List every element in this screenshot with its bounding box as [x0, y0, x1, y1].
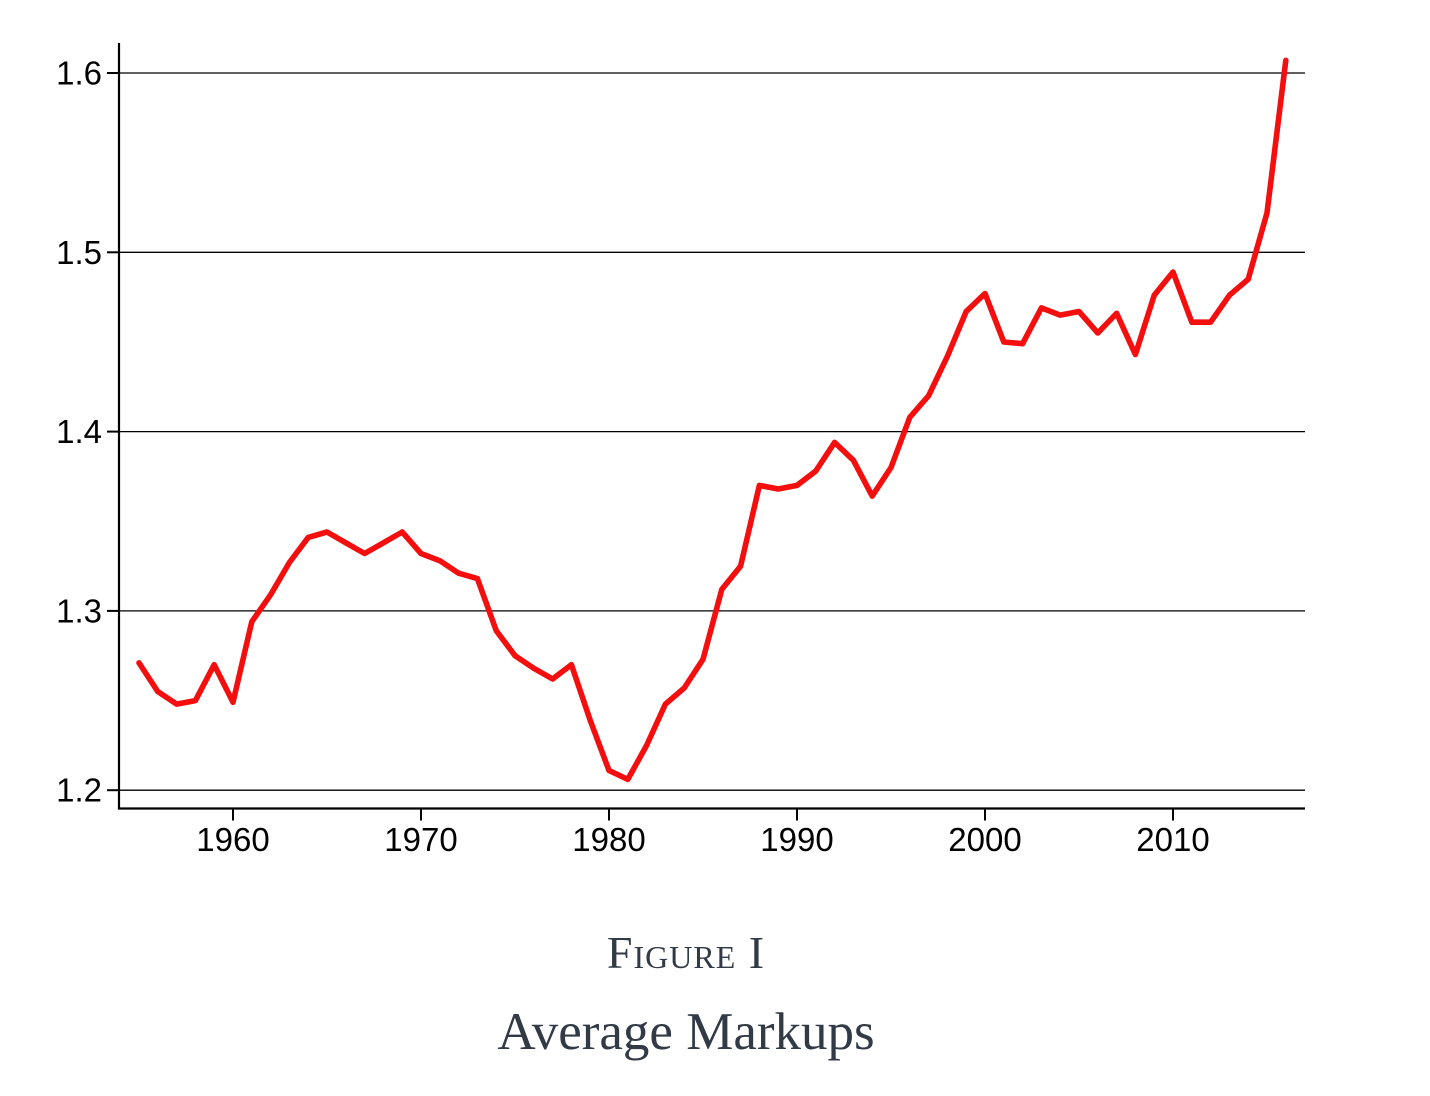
- x-tick-label: 1970: [384, 821, 457, 858]
- y-tick-label: 1.3: [56, 592, 102, 629]
- y-tick-label: 1.6: [56, 55, 102, 92]
- x-tick-label: 1960: [196, 821, 269, 858]
- x-tick-label: 1990: [760, 821, 833, 858]
- average-markup-series-line: [136, 57, 1289, 783]
- x-tick-label: 2000: [948, 821, 1021, 858]
- y-tick-label: 1.5: [56, 234, 102, 271]
- x-tick-label: 2010: [1136, 821, 1209, 858]
- figure-number-label: Figure I: [606, 927, 766, 978]
- y-tick-label: 1.4: [56, 413, 102, 450]
- markup-line-chart: 1.2 1.3 1.4 1.5 1.6 1960 1970 1980 1990 2000 2010: [56, 43, 1305, 858]
- y-tick-label: 1.2: [56, 772, 102, 809]
- figure-caption: Figure I Average Markups: [0, 927, 1372, 1061]
- x-tick-label: 1980: [572, 821, 645, 858]
- figure-title: Average Markups: [497, 1002, 875, 1061]
